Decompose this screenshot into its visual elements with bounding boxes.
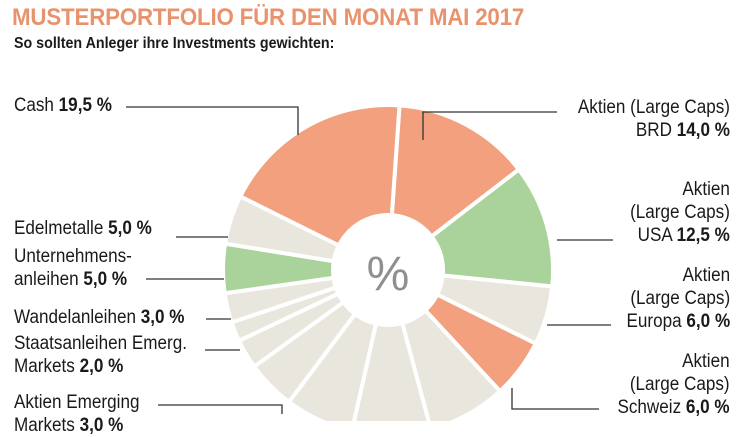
label-line: Aktien (682, 351, 730, 372)
label-wandelanleihen: Wandelanleihen 3,0 % (14, 306, 184, 329)
label-line: USA (637, 225, 673, 246)
label-value: 3,0 % (79, 415, 124, 436)
label-line: Edelmetalle (14, 218, 104, 239)
label-line: Markets (14, 356, 75, 377)
label-line: (Large Caps) (630, 202, 730, 223)
chart-title: MUSTERPORTFOLIO FÜR DEN MONAT MAI 2017 (12, 4, 525, 31)
label-line: (Large Caps) (630, 374, 730, 395)
label-value: 5,0 % (83, 269, 128, 290)
label-line: Aktien (682, 179, 730, 200)
label-aktien-schweiz: Aktien (Large Caps) Schweiz 6,0 % (618, 350, 730, 419)
label-value: 6,0 % (686, 397, 730, 418)
pie-slice (352, 268, 431, 421)
label-aktien-europa: Aktien (Large Caps) Europa 6,0 % (626, 264, 730, 333)
label-cash: Cash 19,5 % (14, 94, 112, 117)
label-value: 6,0 % (686, 311, 730, 332)
label-line: Markets (14, 415, 75, 436)
label-line: BRD (635, 120, 673, 141)
label-line: Unternehmens- (14, 246, 132, 267)
center-percent-label: % (367, 248, 410, 301)
leader-line (511, 388, 599, 410)
label-value: 14,0 % (676, 120, 730, 141)
label-line: Schweiz (617, 397, 682, 418)
leader-line (422, 111, 557, 140)
label-value: 12,5 % (676, 225, 730, 246)
label-value: 19,5 % (58, 95, 112, 116)
label-line: Aktien (Large Caps) (577, 97, 730, 118)
label-value: 2,0 % (79, 356, 124, 377)
donut-hole (331, 213, 445, 327)
label-staatsanleihen: Staatsanleihen Emerg. Markets 2,0 % (14, 332, 187, 378)
label-aktien-brd: Aktien (Large Caps) BRD 14,0 % (578, 96, 730, 142)
label-aktien-emerging: Aktien Emerging Markets 3,0 % (14, 391, 139, 437)
label-line: anleihen (14, 269, 79, 290)
leader-line (126, 106, 299, 135)
label-unternehmensanleihen: Unternehmens- anleihen 5,0 % (14, 245, 132, 291)
label-line: Cash (14, 95, 54, 116)
label-line: (Large Caps) (630, 288, 730, 309)
label-line: Wandelanleihen (14, 307, 137, 328)
label-line: Aktien Emerging (14, 392, 140, 413)
label-line: Europa (626, 311, 682, 332)
label-line: Aktien (682, 265, 730, 286)
label-value: 3,0 % (140, 307, 185, 328)
label-value: 5,0 % (108, 218, 152, 239)
pie-chart: % (126, 103, 613, 421)
label-aktien-usa: Aktien (Large Caps) USA 12,5 % (630, 178, 730, 247)
label-line: Staatsanleihen Emerg. (14, 333, 188, 354)
label-edelmetalle: Edelmetalle 5,0 % (14, 217, 152, 240)
leader-line (158, 404, 283, 414)
chart-subtitle: So sollten Anleger ihre Investments gewi… (14, 35, 335, 52)
